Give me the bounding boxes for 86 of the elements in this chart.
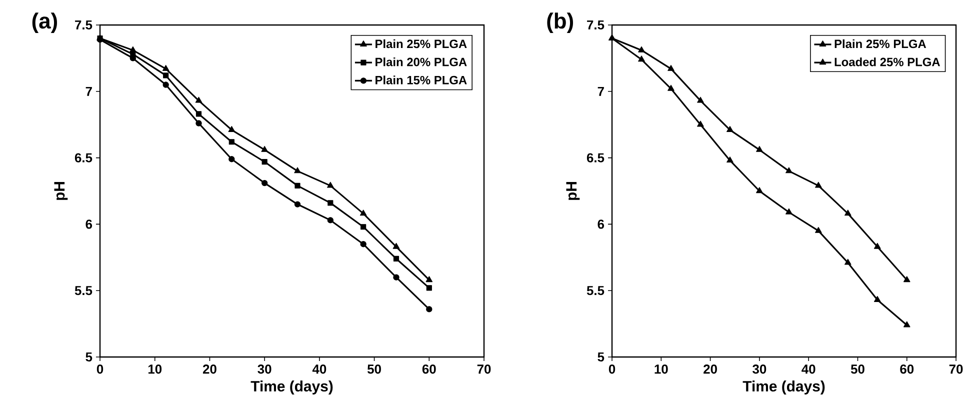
x-tick-label: 0 [96, 364, 104, 374]
chart-title: (b) [547, 12, 573, 34]
point [360, 224, 366, 230]
x-tick-label: 10 [654, 364, 668, 374]
point [844, 258, 852, 265]
point [360, 210, 367, 216]
point [786, 208, 792, 214]
point [196, 120, 202, 126]
x-axis-title: Time (days) [742, 380, 825, 394]
point [162, 64, 170, 71]
x-tick-label: 60 [422, 364, 436, 374]
point [294, 201, 301, 208]
point [328, 200, 334, 206]
legend-label: Plain 25% PLGA [376, 39, 467, 48]
point [228, 139, 234, 145]
point [726, 126, 734, 132]
point [668, 84, 674, 91]
point [261, 146, 268, 152]
point [228, 126, 236, 132]
legend-label: Loaded 25% PLGA [834, 57, 940, 66]
y-tick-label: 6 [598, 220, 604, 229]
y-tick-label: 7.5 [75, 20, 92, 30]
y-axis-title: pH [566, 182, 580, 200]
y-tick-label: 6.5 [74, 153, 92, 162]
point [668, 64, 674, 71]
point [844, 210, 852, 216]
x-tick-label: 10 [148, 364, 162, 374]
x-tick-label: 30 [752, 364, 766, 374]
point [360, 241, 366, 248]
point [163, 72, 169, 78]
x-tick-label: 40 [802, 364, 816, 374]
point [874, 242, 881, 249]
y-tick-label: 6 [86, 220, 92, 229]
point [294, 182, 300, 188]
point [196, 111, 202, 117]
legend-label: Plain 25% PLGA [834, 39, 926, 48]
point [726, 156, 734, 163]
y-tick-label: 7 [598, 86, 604, 96]
point [638, 46, 645, 52]
x-tick-label: 20 [202, 364, 216, 374]
point [815, 226, 822, 233]
point [426, 306, 432, 312]
point [903, 276, 910, 282]
x-axis-title: Time (days) [250, 380, 333, 394]
legend-label: Plain 20% PLGA [376, 57, 467, 66]
legend-label: Plain 15% PLGA [376, 76, 467, 84]
point [786, 167, 792, 174]
y-tick-label: 7 [86, 86, 92, 96]
point [697, 96, 704, 103]
point [327, 182, 334, 188]
chart-title: (a) [32, 12, 57, 34]
y-tick-label: 5.5 [586, 286, 604, 296]
point [426, 285, 432, 291]
point [756, 187, 763, 194]
point [228, 156, 235, 162]
y-tick-label: 5 [598, 352, 604, 362]
point [815, 182, 822, 188]
point [638, 56, 645, 62]
point [756, 146, 763, 152]
x-tick-label: 0 [608, 364, 616, 374]
point [195, 96, 202, 103]
x-tick-label: 70 [949, 364, 963, 374]
point [327, 217, 334, 224]
point [697, 120, 704, 127]
point [261, 180, 268, 186]
point [262, 158, 268, 165]
point [162, 82, 169, 88]
y-tick-label: 7.5 [587, 20, 604, 30]
x-tick-label: 50 [850, 364, 864, 374]
point [903, 321, 910, 328]
x-tick-label: 30 [258, 364, 272, 374]
x-tick-label: 40 [312, 364, 326, 374]
y-tick-label: 5.5 [74, 286, 92, 296]
point [393, 256, 400, 262]
point [294, 167, 301, 174]
y-tick-label: 6.5 [586, 153, 604, 162]
point [426, 276, 433, 282]
point [874, 296, 881, 302]
x-tick-label: 70 [477, 364, 491, 374]
y-tick-label: 5 [86, 352, 92, 362]
point [393, 274, 400, 280]
x-tick-label: 60 [900, 364, 914, 374]
y-axis-title: pH [54, 182, 68, 200]
x-tick-label: 20 [704, 364, 717, 374]
x-tick-label: 50 [367, 364, 381, 374]
point [392, 242, 400, 249]
